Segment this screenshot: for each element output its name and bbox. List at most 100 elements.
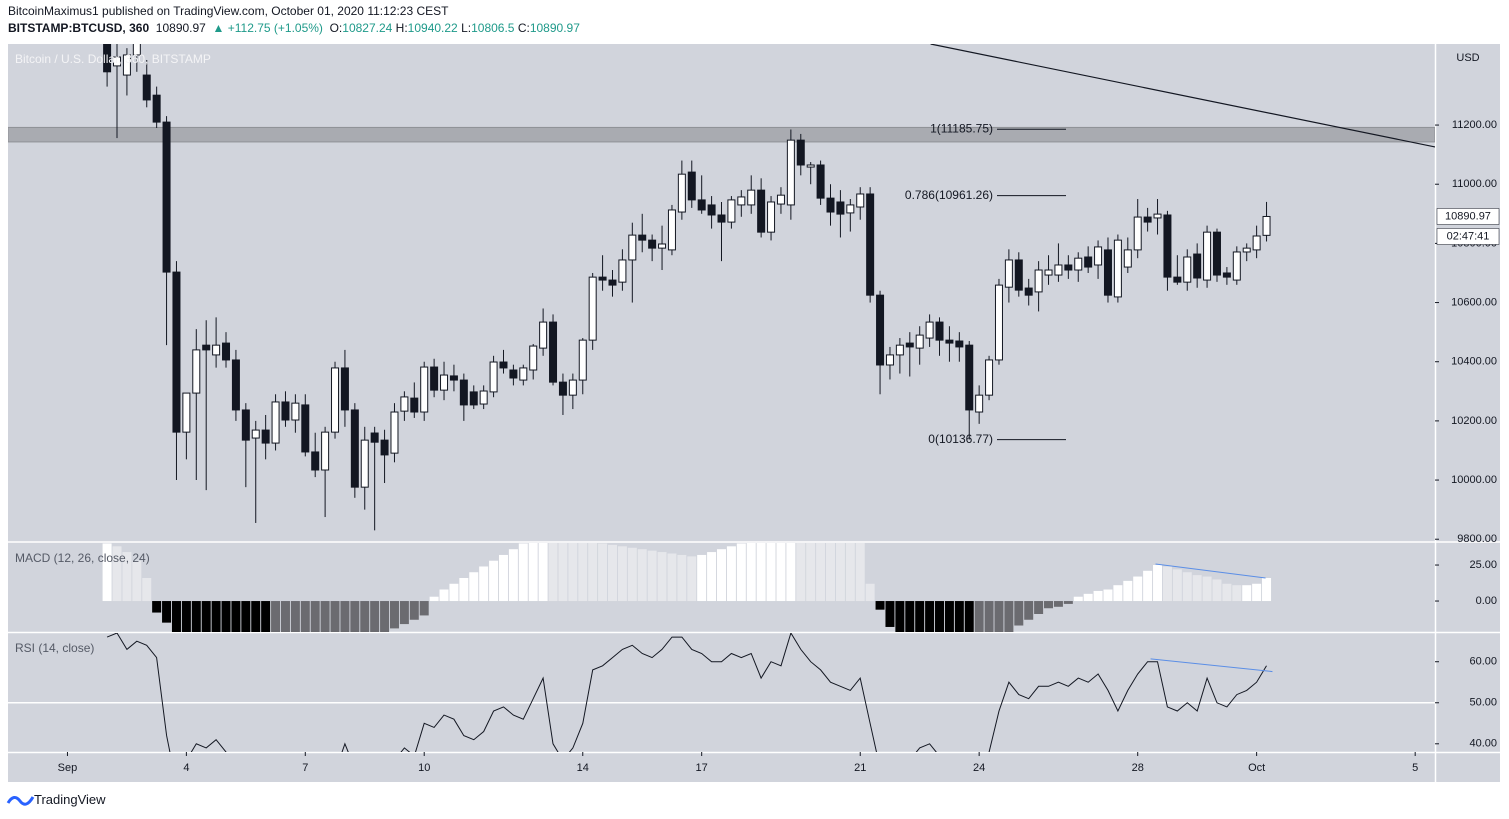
candle-body bbox=[1222, 272, 1231, 278]
histogram-bar bbox=[786, 543, 796, 602]
histogram-bar bbox=[1063, 601, 1073, 604]
histogram-bar bbox=[1083, 593, 1093, 602]
candle-body bbox=[1004, 259, 1013, 288]
histogram-bar bbox=[875, 601, 885, 610]
candle-body bbox=[340, 367, 349, 411]
histogram-bar bbox=[271, 601, 281, 632]
candle-body bbox=[222, 342, 231, 361]
histogram-bar bbox=[459, 577, 469, 602]
histogram-bar bbox=[1133, 576, 1143, 602]
histogram-bar bbox=[360, 601, 370, 632]
candle-body bbox=[776, 194, 785, 205]
candle-body bbox=[350, 409, 359, 488]
candle-body bbox=[390, 411, 399, 454]
change: ▲ +112.75 (+1.05%) bbox=[212, 21, 323, 35]
candle-body bbox=[1133, 216, 1142, 251]
candle-body bbox=[915, 334, 924, 349]
l-value: 10806.5 bbox=[471, 21, 515, 35]
candle-body bbox=[529, 345, 538, 371]
candle-body bbox=[955, 340, 964, 348]
candle-body bbox=[806, 164, 815, 168]
candle-body bbox=[132, 44, 141, 56]
histogram-bar bbox=[370, 601, 380, 632]
histogram-bar bbox=[132, 560, 142, 602]
histogram-bar bbox=[726, 546, 736, 602]
y-tick-label: 11000.00 bbox=[1452, 178, 1497, 190]
candle-body bbox=[1034, 269, 1043, 293]
histogram-bar bbox=[469, 572, 479, 602]
histogram-bar bbox=[617, 546, 627, 602]
histogram-bar bbox=[528, 543, 538, 602]
histogram-bar bbox=[508, 549, 518, 602]
x-tick-label: 17 bbox=[696, 762, 708, 774]
histogram-bar bbox=[290, 601, 300, 632]
rsi-pane: RSI (14, close) bbox=[8, 633, 1435, 752]
histogram-bar bbox=[944, 601, 954, 632]
rsi-line bbox=[106, 633, 1267, 752]
histogram-bar bbox=[1242, 585, 1252, 602]
candle-body bbox=[370, 432, 379, 443]
histogram-bar bbox=[558, 543, 568, 602]
histogram-bar bbox=[776, 543, 786, 602]
histogram-bar bbox=[627, 547, 637, 602]
candle-body bbox=[212, 344, 221, 356]
histogram-bar bbox=[1222, 583, 1232, 602]
histogram-bar bbox=[1202, 576, 1212, 602]
histogram-bar bbox=[112, 546, 122, 602]
candle-body bbox=[1113, 239, 1122, 298]
candle-body bbox=[539, 321, 548, 349]
candle-body bbox=[410, 397, 419, 413]
candle-body bbox=[499, 361, 508, 369]
symbol-line: BITSTAMP:BTCUSD, 360 10890.97 ▲ +112.75 … bbox=[8, 21, 580, 35]
histogram-bar bbox=[399, 601, 409, 625]
candle-body bbox=[608, 279, 617, 286]
candle-body bbox=[1212, 231, 1221, 276]
candle-body bbox=[321, 431, 330, 471]
histogram-bar bbox=[855, 543, 865, 602]
chart-background bbox=[8, 44, 1500, 782]
candle-body bbox=[568, 379, 577, 396]
candle-body bbox=[440, 374, 449, 391]
candle-body bbox=[1054, 264, 1063, 276]
candle-body bbox=[479, 390, 488, 405]
histogram-bar bbox=[826, 543, 836, 602]
histogram-bar bbox=[657, 552, 667, 602]
candle-body bbox=[1242, 247, 1251, 253]
candle-body bbox=[925, 321, 934, 339]
histogram-bar bbox=[171, 601, 181, 632]
chart: 1(11185.75) 0.786(10961.26) 0(10136.77) MA… bbox=[8, 44, 1500, 782]
histogram-bar bbox=[1262, 577, 1272, 602]
histogram-bar bbox=[736, 543, 746, 602]
histogram-bar bbox=[1123, 580, 1133, 602]
divergence-line bbox=[1155, 563, 1266, 579]
candle-body bbox=[162, 121, 171, 273]
candle-body bbox=[648, 239, 657, 249]
last-price-label: 10890.97 bbox=[1445, 210, 1491, 222]
currency-label: USD bbox=[1456, 52, 1479, 64]
candle-body bbox=[628, 234, 637, 261]
brand-name: TradingView bbox=[34, 792, 106, 807]
candle-body bbox=[985, 359, 994, 396]
candle-body bbox=[618, 259, 627, 283]
histogram-bar bbox=[1153, 565, 1163, 602]
symbol-legend: Bitcoin / U.S. Dollar, 360, BITSTAMP bbox=[15, 52, 211, 66]
histogram-bar bbox=[915, 601, 925, 632]
macd-pane: MACD (12, 26, close, 24) bbox=[15, 543, 1272, 632]
histogram-bar bbox=[548, 543, 558, 602]
candle-body bbox=[1153, 213, 1162, 219]
candle-body bbox=[638, 234, 647, 241]
histogram-bar bbox=[538, 543, 548, 602]
candle-body bbox=[331, 367, 340, 433]
divergence-line bbox=[1150, 658, 1273, 673]
pane-title: RSI (14, close) bbox=[15, 641, 94, 655]
candle-body bbox=[836, 201, 845, 215]
symbol: BITSTAMP:BTCUSD, 360 bbox=[8, 21, 150, 35]
candle-body bbox=[241, 409, 250, 441]
candle-body bbox=[727, 199, 736, 223]
candle-body bbox=[1044, 269, 1053, 276]
candle-body bbox=[271, 401, 280, 444]
c-label: C: bbox=[517, 21, 530, 35]
histogram-bar bbox=[1143, 570, 1153, 602]
candle-body bbox=[658, 243, 667, 249]
